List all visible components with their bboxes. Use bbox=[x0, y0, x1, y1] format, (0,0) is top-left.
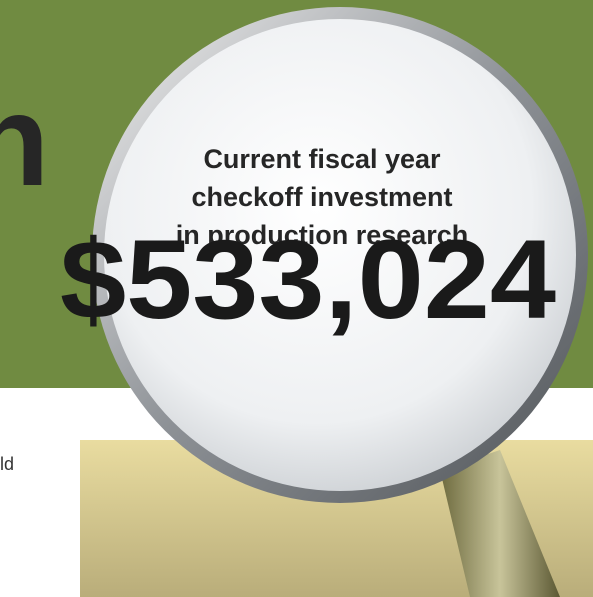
heading-fragment: n bbox=[0, 67, 49, 213]
magnifier-lens bbox=[104, 19, 576, 491]
magnifier-handle bbox=[440, 450, 560, 597]
text-column bbox=[0, 388, 80, 597]
callout-line: Current fiscal year bbox=[203, 144, 441, 174]
callout-line: checkoff investment bbox=[191, 182, 452, 212]
callout-line: in production research bbox=[176, 220, 469, 250]
body-fragment: ld bbox=[0, 454, 14, 474]
amount: $533,024 bbox=[60, 217, 556, 342]
